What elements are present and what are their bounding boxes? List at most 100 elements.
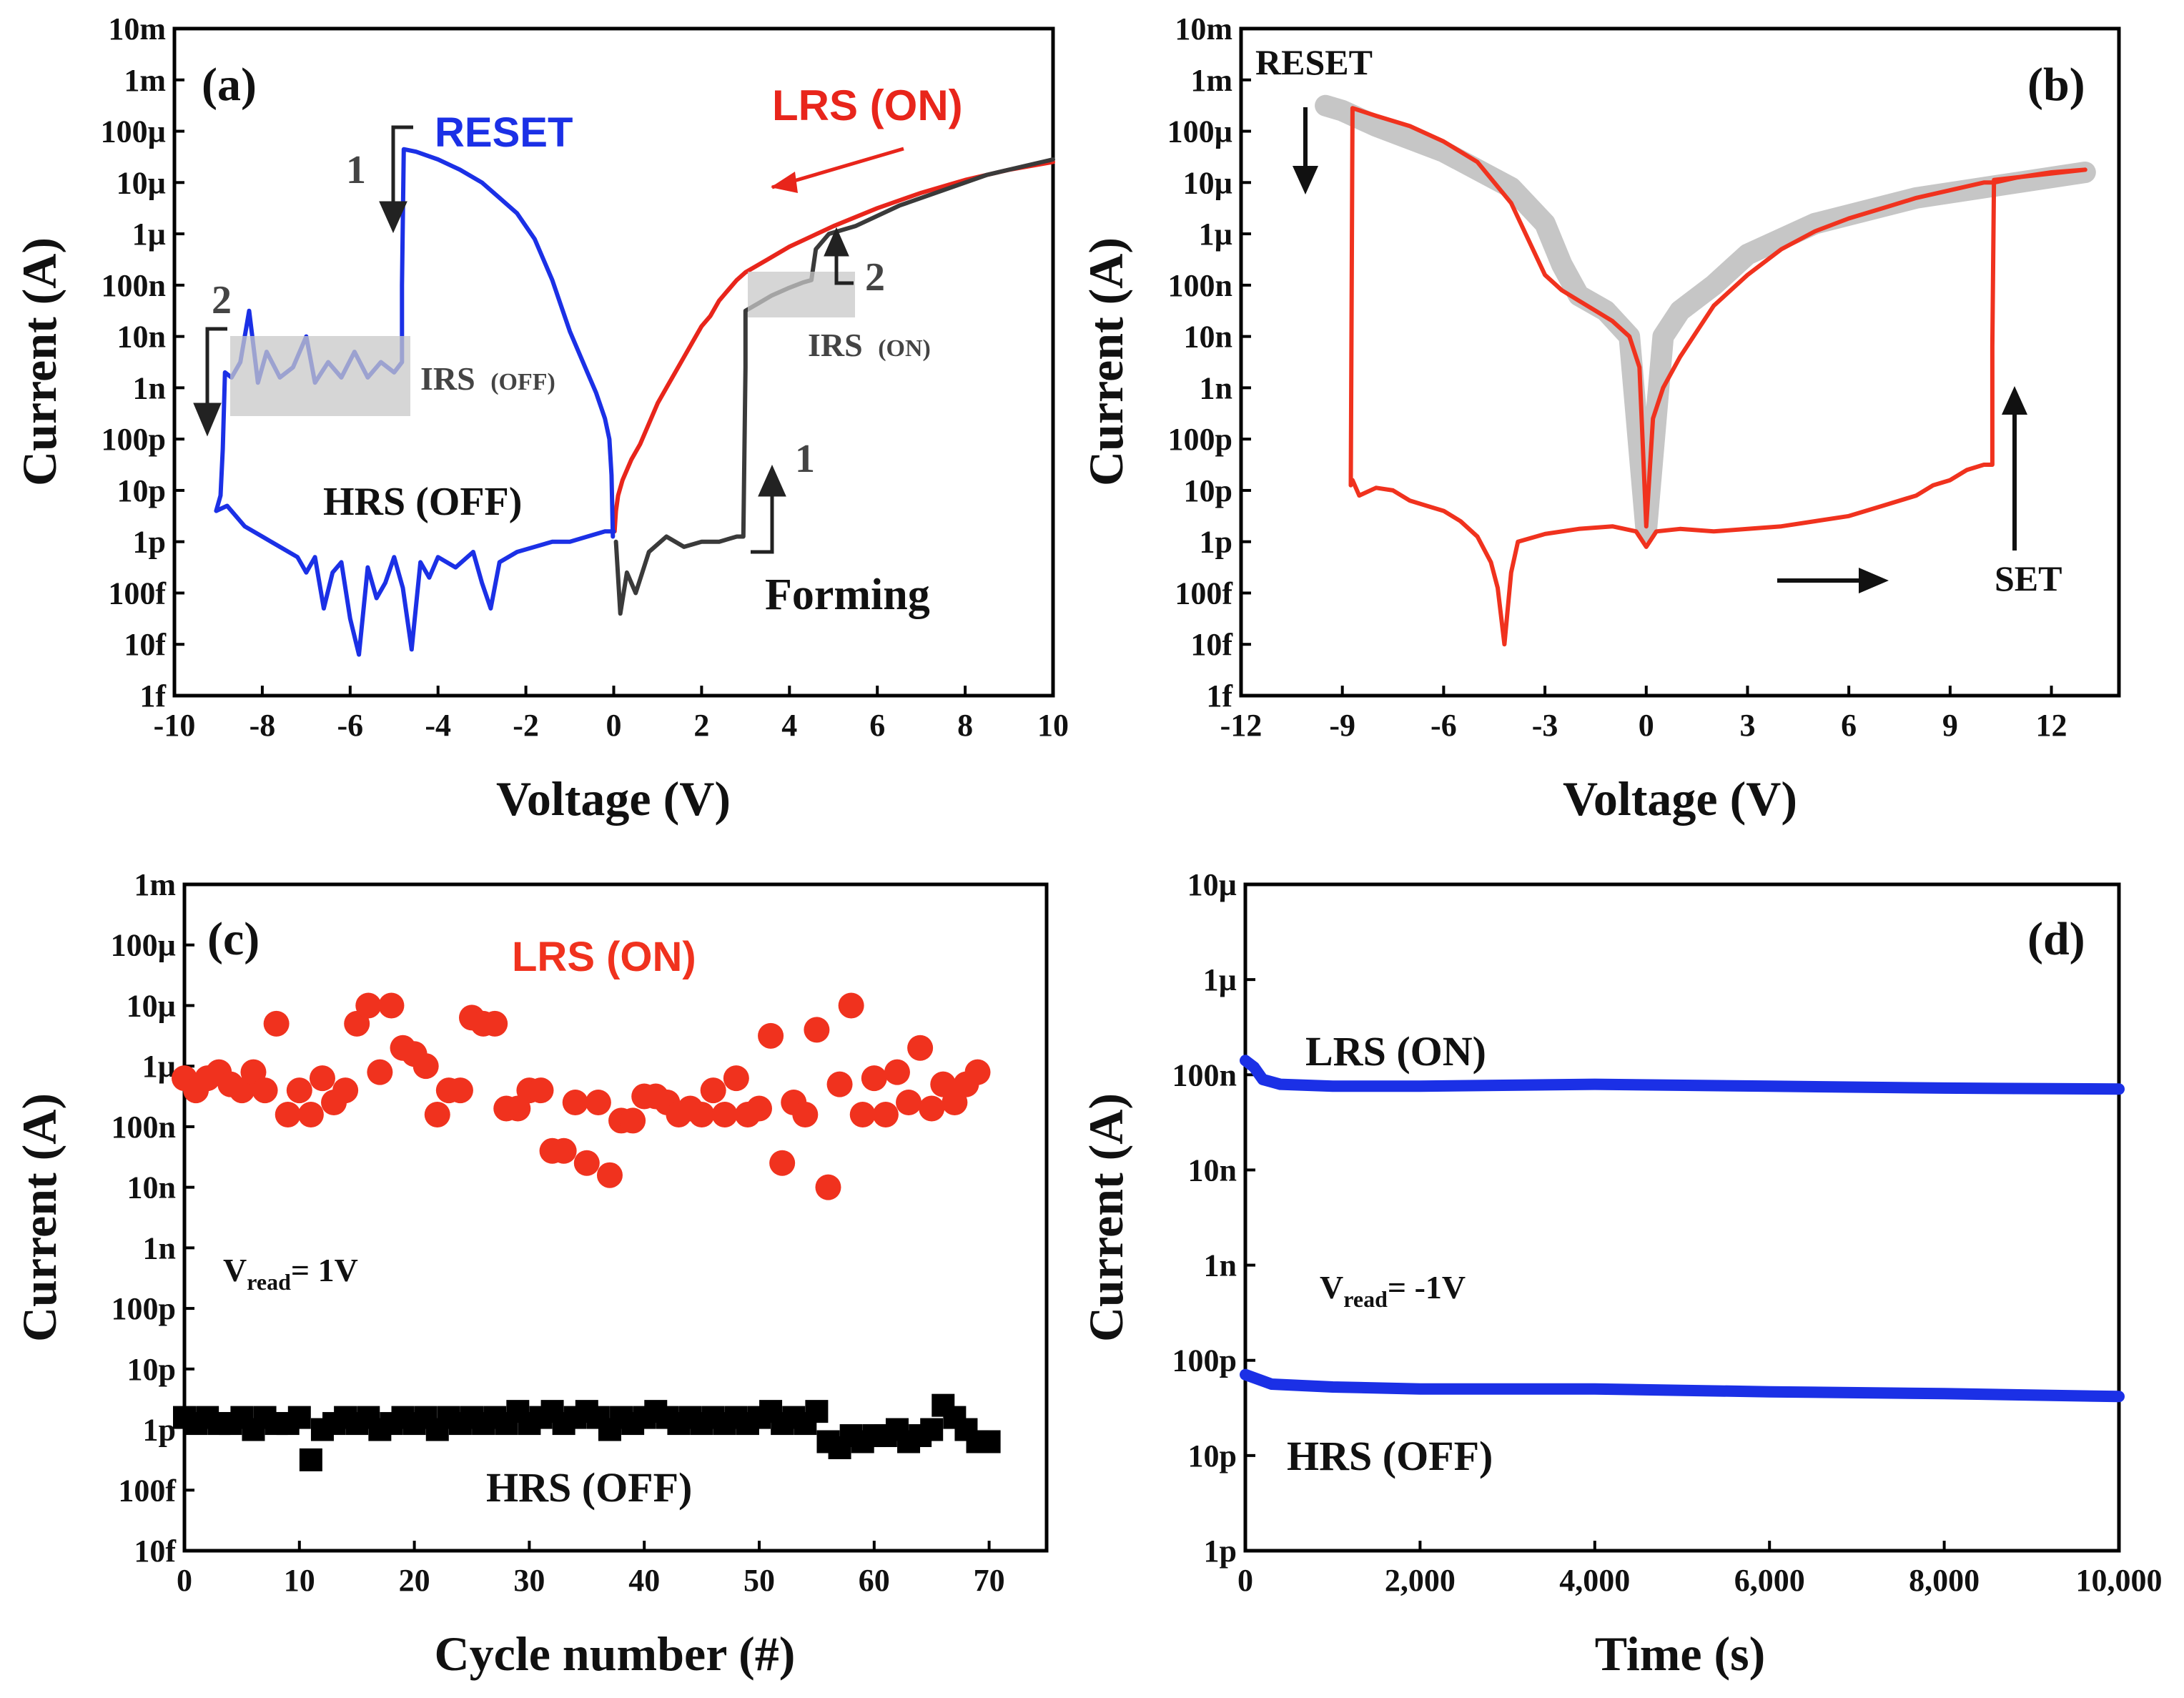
panel-a-arrow-forming-1	[751, 464, 786, 554]
panel-a-ytick-label: 10n	[117, 320, 166, 355]
panel-a-xtick-label: 0	[606, 708, 622, 743]
panel-c-lrs-point	[447, 1077, 473, 1104]
panel-b-xtick-label: -3	[1532, 708, 1558, 743]
panel-a-arrow-reset-1-path	[391, 125, 413, 220]
panel-d-xtick-label: 2,000	[1385, 1563, 1456, 1598]
panel-b-grid-layer: 1f 10f 100f 1p 10p 100p 1n 10n 100n 1µ 10µ 100µ 1m 10…	[1167, 11, 2067, 743]
panel-c-lrs-point	[309, 1065, 335, 1092]
panel-a-irs-on-label: IRS (ON)	[808, 327, 931, 363]
panel-b-reset-label: RESET	[1255, 42, 1373, 82]
panel-c-lrs-point	[907, 1035, 934, 1061]
panel-d-vread-label: Vread= -1V	[1320, 1269, 1466, 1312]
panel-a-irs-off-sub: (OFF)	[490, 369, 555, 395]
panel-a-xlabel: Voltage (V)	[496, 771, 731, 826]
panel-b-reset-arrow-head	[1293, 166, 1318, 194]
panel-d-xtick-label: 0	[1237, 1563, 1253, 1598]
panel-c-lrs-point	[378, 992, 405, 1019]
panel-a-xtick-label: 10	[1037, 708, 1069, 743]
panel-a-lrs-arrow	[771, 147, 904, 193]
panel-c-ylabel: Current (A)	[12, 1093, 66, 1342]
panel-c-ytick-label: 100f	[118, 1473, 177, 1508]
panel-c-lrs-point	[367, 1059, 393, 1085]
panel-a-xtick-label: 8	[957, 708, 973, 743]
panel-b-ytick-label: 100f	[1175, 576, 1233, 611]
panel-c-lrs-point	[792, 1101, 819, 1127]
panel-b-set-arrow-head	[2002, 386, 2027, 415]
panel-d-ytick-label: 1p	[1204, 1534, 1237, 1569]
panel-d-xtick-label: 6,000	[1734, 1563, 1805, 1598]
panel-c-hrs-point	[287, 1406, 311, 1429]
panel-a-arrow-reset-1	[379, 125, 413, 234]
panel-a-ytick-label: 1n	[133, 370, 166, 405]
panel-d-hrs-label: HRS (OFF)	[1287, 1433, 1493, 1479]
panel-a-arrow-forming-2	[824, 227, 854, 285]
panel-c-xtick-label: 60	[859, 1563, 890, 1598]
panel-c-ytick-label: 10µ	[127, 988, 176, 1023]
panel-d-ytick-label: 1µ	[1203, 962, 1237, 997]
panel-b-ytick-label: 10p	[1184, 473, 1232, 508]
panel-a-arrow-reset-2-head	[193, 403, 222, 437]
panel-c-ytick-label: 1µ	[142, 1049, 176, 1084]
panel-b-xlabel: Voltage (V)	[1563, 771, 1797, 826]
panel-b-xtick-label: 9	[1942, 708, 1958, 743]
panel-c-xtick-label: 70	[974, 1563, 1005, 1598]
panel-a-arrow-reset-2	[193, 327, 227, 437]
panel-d-grid-layer: 1p 10p 100p 1n 10n 100n 1µ 10µ 0 2,000 4,000 6,000 8…	[1172, 867, 2163, 1598]
panel-a-ylabel: Current (A)	[12, 237, 66, 486]
panel-b-xtick-label: 0	[1639, 708, 1654, 743]
panel-c-ytick-label: 100µ	[111, 928, 176, 963]
panel-c-ytick-label: 1m	[134, 867, 176, 902]
panel-a: 1f10f100f1p10p100p1n10n100n1µ10µ100µ1m10…	[12, 11, 1069, 826]
panel-b-ytick-label: 1p	[1200, 525, 1232, 560]
panel-a-ytick-label: 10m	[108, 11, 166, 46]
panel-b-series-1-line	[1348, 106, 2087, 647]
panel-c-lrs-point	[884, 1059, 910, 1085]
panel-d-ytick-label: 100p	[1172, 1343, 1237, 1378]
panel-a-series-2-line	[214, 147, 616, 657]
panel-b-xtick-label: -12	[1220, 708, 1263, 743]
panel-c-data-layer	[172, 992, 1001, 1471]
panel-b-xtick-label: -9	[1329, 708, 1355, 743]
panel-c-ytick-label: 100p	[112, 1291, 176, 1326]
panel-c-lrs-point	[424, 1101, 450, 1127]
panel-b-ytick-label: 100µ	[1167, 114, 1232, 149]
panel-a-letter: (a)	[202, 59, 257, 111]
panel-c-lrs-point	[723, 1065, 749, 1092]
panel-b-data-layer	[1315, 94, 2096, 647]
panel-d-lrs-label: LRS (ON)	[1305, 1028, 1486, 1075]
panel-b-ytick-label: 1m	[1190, 63, 1232, 98]
panel-a-num-2-forming: 2	[865, 255, 885, 300]
panel-c-lrs-point	[620, 1107, 646, 1134]
panel-c-lrs-point	[528, 1077, 554, 1104]
panel-b: 1f 10f 100f 1p 10p 100p 1n 10n 100n 1µ 10µ 100µ 1m 10…	[1079, 11, 2121, 826]
panel-c-vread-value: = 1V	[291, 1252, 358, 1288]
panel-a-ytick-label: 100f	[108, 576, 167, 611]
panel-a-lrs-arrow-head	[771, 172, 798, 193]
panel-c-lrs-point	[355, 992, 382, 1019]
panel-c-lrs-point	[286, 1077, 312, 1104]
panel-c-hrs-point	[805, 1400, 829, 1423]
panel-b-sweep-arrow	[1777, 568, 1889, 593]
panel-c-lrs-point	[550, 1137, 577, 1164]
panel-b-ytick-label: 100n	[1168, 268, 1232, 303]
panel-a-xtick-label: 2	[693, 708, 709, 743]
panel-c-hrs-point	[977, 1430, 1001, 1453]
panel-a-arrow-forming-2-head	[824, 227, 849, 257]
panel-a-irs-off-main: IRS	[420, 360, 475, 397]
panel-c-lrs-point	[700, 1077, 726, 1104]
panel-c-ytick-label: 10p	[127, 1352, 176, 1387]
panel-a-arrow-forming-1-head	[758, 464, 786, 497]
panel-b-set-label: SET	[1995, 558, 2062, 598]
panel-d-ytick-label: 1n	[1204, 1248, 1237, 1283]
panel-d-frame	[1243, 882, 2121, 1553]
panel-a-num-1-forming: 1	[795, 437, 815, 481]
panel-c-lrs-point	[412, 1053, 439, 1080]
panel-c-lrs-point	[896, 1090, 922, 1116]
panel-c-lrs-point	[758, 1022, 784, 1049]
panel-c-ytick-label: 1p	[143, 1413, 176, 1448]
panel-b-ytick-label: 1n	[1200, 370, 1232, 405]
panel-a-xtick-label: 6	[869, 708, 885, 743]
panel-d-letter: (d)	[2027, 913, 2085, 965]
panel-b-frame	[1239, 26, 2121, 698]
